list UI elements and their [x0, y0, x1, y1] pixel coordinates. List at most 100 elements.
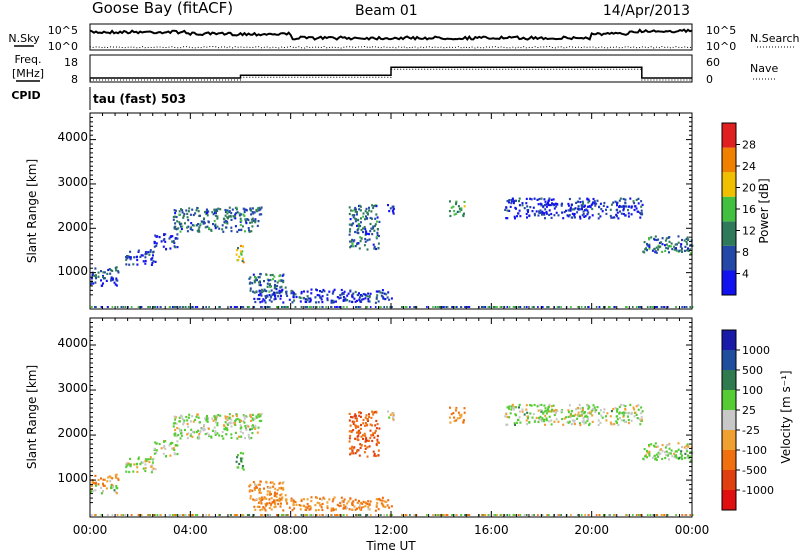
velocity-echo-cell: [222, 437, 225, 440]
velocity-echo-cell: [282, 509, 285, 512]
velocity-echo-cell: [106, 480, 109, 483]
velocity-echo-cell: [179, 429, 181, 432]
power-echo-cell: [553, 214, 556, 217]
velocity-echo-cell: [542, 514, 544, 516]
velocity-echo-cell: [588, 422, 591, 425]
power-echo-cell: [366, 232, 369, 235]
power-echo-cell: [546, 306, 548, 308]
velocity-echo-cell: [286, 502, 289, 505]
velocity-echo-cell: [353, 415, 356, 418]
power-echo-cell: [541, 213, 543, 216]
velocity-echo-cell: [307, 505, 310, 508]
velocity-echo-cell: [538, 404, 541, 407]
velocity-echo-cell: [350, 452, 353, 455]
power-echo-cell: [401, 306, 403, 308]
power-echo-cell: [348, 206, 351, 209]
power-echo-cell: [556, 306, 559, 308]
velocity-echo-cell: [434, 514, 437, 516]
power-echo-cell: [282, 281, 285, 284]
power-echo-cell: [683, 249, 686, 252]
power-echo-cell: [252, 219, 255, 222]
power-echo-cell: [368, 300, 371, 303]
power-echo-cell: [288, 298, 291, 301]
power-echo-cell: [184, 222, 186, 225]
velocity-echo-cell: [569, 412, 572, 416]
power-echo-cell: [117, 270, 120, 273]
power-echo-cell: [186, 212, 189, 215]
power-echo-cell: [577, 306, 579, 308]
power-echo-cell: [259, 301, 262, 304]
power-echo-cell: [217, 207, 220, 210]
power-echo-cell: [259, 273, 262, 276]
power-echo-cell: [137, 306, 140, 308]
power-echo-cell: [544, 208, 547, 211]
power-echo-cell: [357, 227, 360, 231]
velocity-echo-cell: [343, 498, 346, 501]
velocity-echo-cell: [267, 514, 270, 516]
velocity-echo-cell: [689, 514, 691, 516]
velocity-echo-cell: [359, 443, 362, 446]
velocity-echo-cell: [567, 411, 570, 414]
power-echo-cell: [514, 217, 516, 220]
power-echo-cell: [340, 293, 343, 296]
power-echo-cell: [100, 270, 102, 273]
power-echo-cell: [374, 301, 377, 304]
velocity-echo-cell: [593, 406, 596, 409]
power-echo-cell: [356, 213, 358, 216]
power-echo-cell: [364, 228, 367, 231]
velocity-echo-cell: [369, 514, 372, 516]
velocity-echo-cell: [233, 514, 236, 516]
velocity-echo-cell: [216, 416, 219, 419]
velocity-echo-cell: [652, 514, 654, 516]
velocity-echo-cell: [92, 490, 95, 493]
power-echo-cell: [270, 295, 273, 298]
velocity-echo-cell: [256, 486, 258, 489]
velocity-echo-cell: [689, 455, 692, 458]
velocity-echo-cell: [318, 514, 321, 516]
power-echo-cell: [353, 214, 356, 217]
velocity-echo-cell: [360, 506, 363, 509]
velocity-echo-cell: [255, 416, 258, 419]
power-echo-cell: [584, 204, 586, 207]
velocity-echo-cell: [191, 435, 194, 438]
power-echo-cell: [646, 244, 649, 247]
power-echo-cell: [257, 294, 260, 297]
velocity-echo-cell: [612, 407, 615, 411]
velocity-echo-cell: [586, 419, 589, 422]
velocity-echo-cell: [280, 487, 283, 490]
power-echo-cell: [443, 306, 445, 308]
velocity-echo-cell: [331, 500, 334, 503]
power-echo-cell: [509, 205, 512, 208]
velocity-echo-cell: [172, 447, 175, 450]
power-echo-cell: [452, 306, 454, 308]
velocity-echo-cell: [513, 422, 516, 425]
power-echo-cell: [306, 290, 309, 293]
velocity-echo-cell: [609, 421, 612, 424]
velocity-echo-cell: [383, 500, 386, 503]
power-echo-cell: [284, 306, 287, 308]
power-echo-cell: [207, 210, 210, 213]
power-echo-cell: [553, 203, 555, 206]
velocity-echo-cell: [115, 485, 118, 488]
velocity-echo-cell: [540, 410, 543, 413]
velocity-echo-cell: [229, 421, 232, 424]
power-echo-cell: [194, 212, 197, 215]
mode-label: tau (fast) 503: [93, 92, 186, 106]
power-echo-cell: [518, 204, 521, 207]
velocity-echo-cell: [580, 514, 583, 516]
power-echo-cell: [364, 297, 367, 300]
power-echo-cell: [355, 218, 358, 221]
power-ylabel: Slant Range [km]: [25, 159, 39, 263]
velocity-echo-cell: [258, 497, 261, 500]
power-echo-cell: [376, 228, 379, 231]
power-echo-cell: [137, 250, 140, 253]
power-echo-cell: [115, 284, 118, 287]
velocity-echo-cell: [269, 504, 272, 507]
velocity-echo-cell: [378, 427, 381, 430]
power-echo-cell: [224, 210, 227, 214]
power-echo-cell: [187, 225, 190, 228]
velocity-echo-cell: [667, 452, 670, 455]
power-echo-cell: [282, 279, 285, 282]
velocity-echo-cell: [648, 443, 650, 447]
